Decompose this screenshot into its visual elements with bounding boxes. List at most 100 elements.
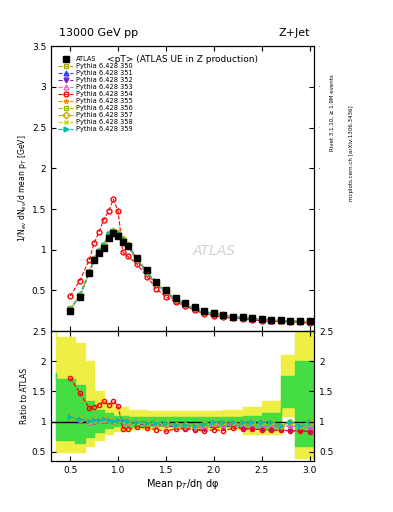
Pythia 6.428 353 [145, 269, 149, 275]
Pythia 6.428 354 [97, 229, 101, 235]
Pythia 6.428 356 [202, 309, 207, 315]
Pythia 6.428 355 [101, 242, 106, 248]
Line: Pythia 6.428 353: Pythia 6.428 353 [68, 229, 312, 325]
Pythia 6.428 354 [87, 257, 92, 263]
Pythia 6.428 352 [231, 314, 235, 321]
Pythia 6.428 357 [163, 288, 168, 294]
Pythia 6.428 351 [154, 281, 159, 287]
Pythia 6.428 350 [269, 317, 274, 323]
Pythia 6.428 354 [202, 311, 207, 317]
Pythia 6.428 353 [221, 313, 226, 319]
Pythia 6.428 352 [163, 290, 168, 296]
Pythia 6.428 358 [259, 316, 264, 322]
ATLAS [68, 308, 73, 314]
Pythia 6.428 351 [92, 257, 97, 263]
Pythia 6.428 358 [279, 317, 283, 324]
Pythia 6.428 358 [298, 318, 302, 325]
Pythia 6.428 354 [307, 320, 312, 326]
Pythia 6.428 353 [307, 319, 312, 325]
Pythia 6.428 351 [183, 302, 187, 308]
Pythia 6.428 350 [231, 313, 235, 319]
Pythia 6.428 351 [221, 313, 226, 319]
Pythia 6.428 356 [97, 247, 101, 253]
Pythia 6.428 355 [202, 309, 207, 315]
Pythia 6.428 355 [97, 247, 101, 253]
Pythia 6.428 352 [101, 243, 106, 249]
Pythia 6.428 357 [106, 231, 111, 238]
Pythia 6.428 357 [192, 305, 197, 311]
Pythia 6.428 353 [173, 297, 178, 303]
Pythia 6.428 350 [87, 269, 92, 275]
Pythia 6.428 354 [68, 293, 73, 299]
Pythia 6.428 354 [250, 317, 255, 323]
Pythia 6.428 351 [116, 230, 121, 237]
Pythia 6.428 355 [183, 301, 187, 307]
Pythia 6.428 353 [116, 230, 121, 237]
Pythia 6.428 357 [202, 309, 207, 315]
Pythia 6.428 357 [298, 318, 302, 325]
Line: Pythia 6.428 359: Pythia 6.428 359 [68, 228, 312, 324]
Pythia 6.428 350 [68, 306, 73, 312]
Pythia 6.428 350 [111, 228, 116, 234]
Pythia 6.428 358 [288, 317, 293, 324]
Pythia 6.428 355 [68, 306, 73, 312]
Pythia 6.428 352 [298, 319, 302, 325]
ATLAS [202, 308, 207, 314]
Pythia 6.428 354 [163, 294, 168, 300]
Pythia 6.428 359 [231, 313, 235, 319]
ATLAS [111, 229, 116, 236]
Y-axis label: Ratio to ATLAS: Ratio to ATLAS [20, 368, 29, 424]
Pythia 6.428 352 [97, 249, 101, 255]
Pythia 6.428 354 [231, 315, 235, 321]
Line: Pythia 6.428 358: Pythia 6.428 358 [68, 228, 312, 324]
Pythia 6.428 350 [121, 236, 125, 242]
Pythia 6.428 355 [106, 231, 111, 238]
Pythia 6.428 357 [231, 313, 235, 319]
Pythia 6.428 353 [250, 316, 255, 322]
Line: ATLAS: ATLAS [67, 229, 313, 325]
Pythia 6.428 354 [240, 316, 245, 322]
Pythia 6.428 353 [97, 248, 101, 254]
Pythia 6.428 354 [288, 319, 293, 325]
Pythia 6.428 357 [97, 247, 101, 253]
Text: ATLAS: ATLAS [193, 244, 236, 259]
Pythia 6.428 352 [259, 317, 264, 324]
ATLAS [183, 300, 187, 306]
Pythia 6.428 351 [211, 311, 216, 317]
Pythia 6.428 357 [121, 236, 125, 242]
ATLAS [221, 312, 226, 318]
Pythia 6.428 358 [163, 288, 168, 294]
Pythia 6.428 351 [77, 293, 82, 299]
Pythia 6.428 352 [202, 310, 207, 316]
Pythia 6.428 356 [125, 242, 130, 248]
Pythia 6.428 358 [154, 280, 159, 286]
Pythia 6.428 352 [121, 238, 125, 244]
Text: Rivet 3.1.10, ≥ 1.9M events: Rivet 3.1.10, ≥ 1.9M events [330, 74, 334, 151]
Pythia 6.428 356 [77, 292, 82, 298]
Pythia 6.428 357 [154, 280, 159, 286]
Pythia 6.428 351 [111, 229, 116, 235]
Pythia 6.428 353 [77, 292, 82, 298]
ATLAS [121, 239, 125, 245]
Pythia 6.428 353 [106, 232, 111, 238]
Pythia 6.428 351 [87, 269, 92, 275]
ATLAS [288, 317, 293, 324]
Pythia 6.428 350 [183, 301, 187, 307]
Pythia 6.428 351 [250, 316, 255, 322]
Pythia 6.428 351 [163, 289, 168, 295]
Pythia 6.428 356 [192, 305, 197, 311]
Pythia 6.428 352 [211, 312, 216, 318]
Pythia 6.428 359 [259, 316, 264, 322]
Pythia 6.428 351 [288, 318, 293, 325]
Pythia 6.428 350 [173, 296, 178, 303]
Pythia 6.428 350 [288, 317, 293, 324]
Pythia 6.428 355 [145, 269, 149, 275]
ATLAS [97, 250, 101, 256]
Pythia 6.428 354 [269, 318, 274, 325]
ATLAS [145, 267, 149, 273]
Pythia 6.428 355 [298, 318, 302, 325]
Pythia 6.428 355 [269, 317, 274, 323]
Pythia 6.428 351 [173, 297, 178, 303]
Line: Pythia 6.428 354: Pythia 6.428 354 [68, 197, 312, 326]
Pythia 6.428 351 [145, 269, 149, 275]
